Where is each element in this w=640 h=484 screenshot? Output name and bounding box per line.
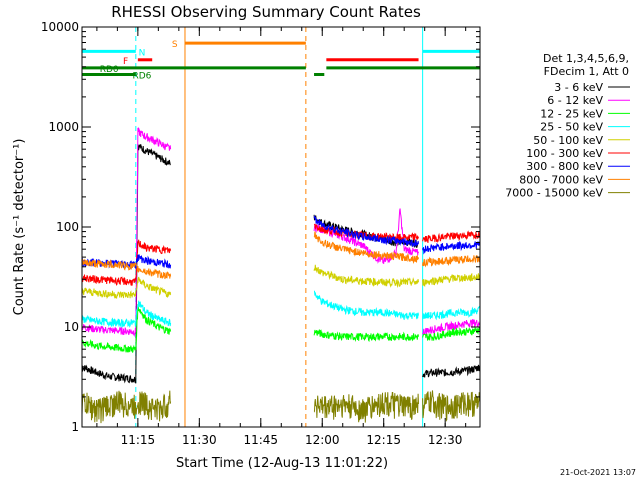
- series-line: [82, 304, 172, 353]
- series-line: [313, 392, 419, 423]
- legend: Det 1,3,4,5,6,9,FDecim 1, Att 0 3 - 6 keV…: [505, 52, 630, 200]
- series-line: [82, 390, 172, 424]
- flag-label: RD0: [100, 65, 119, 75]
- series-line: [422, 326, 480, 341]
- legend-entry-label: 7000 - 15000 keV: [505, 187, 603, 200]
- legend-entry-label: 12 - 25 keV: [540, 107, 603, 120]
- series-line: [313, 290, 419, 321]
- flag-label: N: [139, 48, 146, 58]
- series-line: [422, 364, 480, 378]
- legend-entry-label: 50 - 100 keV: [533, 134, 603, 147]
- legend-entry-label: 300 - 800 keV: [526, 160, 603, 173]
- series-line: [422, 240, 480, 255]
- plot-area: N S F RD0 RD6: [82, 27, 480, 427]
- flag-label: S: [172, 40, 178, 50]
- series-line: [82, 239, 172, 286]
- series-line: [313, 231, 419, 264]
- series-line: [313, 329, 419, 343]
- series-line: [422, 272, 480, 287]
- plot-frame: [81, 26, 481, 428]
- y-tick-label: 10000: [41, 20, 79, 34]
- x-tick-label: 12:00: [305, 433, 340, 447]
- series-line: [313, 223, 419, 243]
- series-line: [313, 264, 419, 288]
- series-line: [422, 305, 480, 321]
- legend-header: FDecim 1, Att 0: [544, 65, 629, 78]
- series-line: [422, 230, 480, 244]
- series-line: [422, 255, 480, 268]
- flag-label: RD6: [132, 71, 151, 81]
- y-tick-label: 10: [64, 320, 79, 334]
- series-line: [82, 258, 172, 280]
- legend-header: Det 1,3,4,5,6,9,: [543, 52, 629, 65]
- legend-entry-label: 800 - 7000 keV: [519, 173, 603, 186]
- series-line: [82, 276, 172, 299]
- x-tick-label: 11:30: [182, 433, 217, 447]
- series-line: [422, 319, 480, 335]
- x-axis-label: Start Time (12-Aug-13 11:01:22): [176, 456, 388, 471]
- x-tick-label: 11:45: [243, 433, 278, 447]
- footer-date: 21-Oct-2021 13:07: [560, 468, 636, 477]
- series-line: [82, 300, 172, 329]
- legend-entry-label: 25 - 50 keV: [540, 121, 603, 134]
- axes: 1 10 100 1000 10000 11:15 11:30 11:45 12:00 12:15…: [41, 20, 480, 447]
- y-tick-label: 1: [71, 420, 79, 434]
- legend-entry-label: 100 - 300 keV: [526, 147, 603, 160]
- series-line: [82, 126, 172, 338]
- x-tick-label: 11:15: [121, 433, 156, 447]
- series-line: [82, 144, 172, 384]
- flag-label: F: [123, 57, 128, 67]
- chart-title: RHESSI Observing Summary Count Rates: [111, 3, 421, 21]
- y-axis-label: Count Rate (s⁻¹ detector⁻¹): [12, 139, 27, 316]
- x-tick-label: 12:30: [428, 433, 463, 447]
- y-tick-label: 1000: [48, 120, 79, 134]
- legend-entry-label: 6 - 12 keV: [547, 94, 603, 107]
- series-line: [313, 215, 419, 248]
- y-tick-label: 100: [56, 220, 79, 234]
- series-line: [422, 390, 480, 422]
- legend-entry-label: 3 - 6 keV: [554, 81, 603, 94]
- x-tick-label: 12:15: [366, 433, 401, 447]
